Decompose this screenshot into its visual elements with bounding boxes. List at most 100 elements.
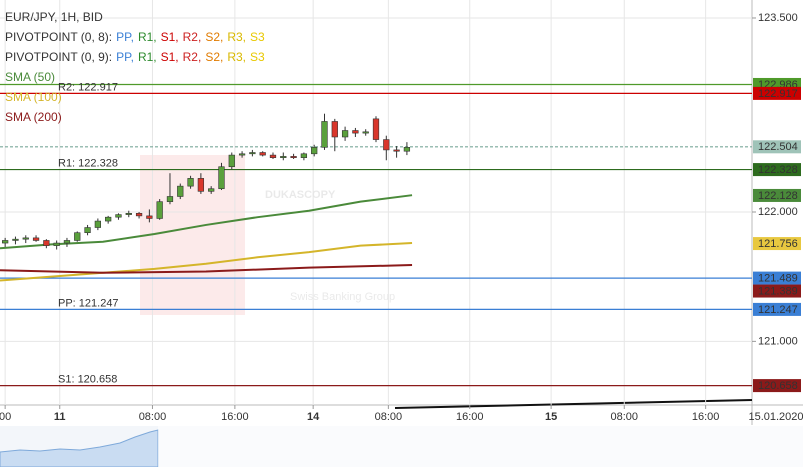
x-tick-label: 16:00 — [692, 411, 720, 423]
price-label: 121.489 — [758, 273, 798, 285]
price-label: 120.658 — [758, 380, 798, 392]
indicator-item: R3, — [227, 50, 247, 64]
candle-body — [228, 154, 235, 168]
candle-body — [238, 153, 246, 156]
candle-body — [341, 130, 349, 138]
indicator-item: S1, — [160, 50, 179, 64]
candle-body — [383, 139, 390, 151]
price-label: 122.504 — [758, 141, 798, 153]
indicator-item: R2, — [182, 50, 202, 64]
y-tick-label: 122.000 — [758, 206, 798, 218]
candle-body — [352, 130, 359, 134]
candle-body — [32, 237, 40, 241]
indicator-name: PIVOTPOINT (0, 8): — [5, 30, 113, 44]
candle-body — [166, 196, 174, 202]
y-tick-label: 121.000 — [758, 335, 798, 347]
price-label: 121.756 — [758, 238, 798, 250]
watermark-subtitle: Swiss Banking Group — [290, 291, 395, 303]
watermark-title: DUKASCOPY — [265, 189, 336, 201]
level-label: S1: 120.658 — [58, 374, 117, 386]
candle-body — [74, 232, 81, 241]
indicator-item: R1, — [137, 50, 157, 64]
legend-title: EUR/JPY, 1H, BID — [5, 10, 103, 24]
candle-body — [2, 240, 9, 244]
legend: EUR/JPY, 1H, BID PIVOTPOINT (0, 8): PP, R1… — [5, 7, 265, 127]
price-label-box — [753, 163, 801, 177]
candle-body — [135, 213, 143, 217]
candle-body — [177, 185, 184, 197]
sma-line — [0, 242, 413, 282]
legend-entry: SMA (200) — [5, 110, 62, 124]
candle-body — [280, 156, 287, 158]
candle-body — [125, 213, 132, 215]
price-label: 122.128 — [758, 190, 798, 202]
indicator-item: S3 — [250, 50, 265, 64]
x-tick-label: 00 — [0, 411, 11, 423]
price-label: 121.247 — [758, 304, 798, 316]
x-tick-label: 14 — [307, 411, 320, 423]
candle-body — [94, 220, 101, 228]
candle-body — [372, 118, 380, 140]
sma-line — [0, 264, 413, 274]
candle-body — [43, 240, 50, 246]
candle-body — [84, 227, 91, 234]
candle-body — [290, 156, 297, 158]
candle-body — [208, 188, 215, 192]
indicator-item: S1, — [160, 30, 179, 44]
x-tick-label: 16:00 — [221, 411, 249, 423]
candle-body — [269, 154, 277, 158]
price-label: 122.328 — [758, 164, 798, 176]
x-tick-label: 08:00 — [375, 411, 403, 423]
indicator-item: PP, — [116, 50, 134, 64]
x-tick-label: 16:00 — [456, 411, 484, 423]
candle-body — [187, 178, 194, 187]
price-label-box — [753, 379, 801, 393]
legend-row: PIVOTPOINT (0, 9): PP, R1, S1, R2, S2, R3, S3 — [5, 47, 265, 67]
navigator-window[interactable] — [158, 426, 803, 467]
price-label-box — [753, 237, 801, 251]
scroll-line — [394, 399, 753, 409]
candle-body — [105, 216, 112, 222]
legend-row: PIVOTPOINT (0, 8): PP, R1, S1, R2, S2, R3, S3 — [5, 27, 265, 47]
level-label: PP: 121.247 — [58, 297, 119, 309]
price-label-box — [753, 302, 801, 316]
candle-body — [156, 201, 163, 219]
indicator-item: S3 — [250, 30, 265, 44]
candle-body — [321, 121, 328, 148]
legend-entry: SMA (100) — [5, 90, 62, 104]
indicator-item: S2, — [205, 50, 224, 64]
legend-entry: SMA (50) — [5, 70, 56, 84]
candle-body — [63, 240, 71, 244]
price-label-box — [753, 284, 801, 298]
price-label: 122.917 — [758, 88, 798, 100]
price-label: 121.389 — [758, 285, 798, 297]
sma-line — [0, 194, 413, 250]
indicator-item: R2, — [182, 30, 202, 44]
candle-body — [362, 131, 369, 134]
candle-body — [300, 153, 308, 158]
price-label-box — [753, 271, 801, 285]
level-label: R2: 122.917 — [58, 81, 118, 93]
candle-body — [403, 147, 411, 152]
candle-body — [12, 238, 19, 241]
x-tick-label: 15 — [545, 411, 557, 423]
indicator-item: R3, — [227, 30, 247, 44]
candle-body — [331, 121, 338, 138]
indicator-item: R1, — [137, 30, 157, 44]
price-label-box — [753, 188, 801, 202]
candle-body — [259, 152, 266, 156]
candle-body — [218, 166, 225, 190]
price-label-box — [753, 140, 801, 154]
candle-body — [115, 214, 122, 218]
indicator-item: PP, — [116, 30, 134, 44]
price-label-box — [753, 86, 801, 100]
candle-body — [53, 242, 60, 246]
x-tick-label: 08:00 — [139, 411, 167, 423]
candle-body — [146, 215, 153, 219]
candle-body — [249, 152, 256, 155]
y-tick-label: 123.500 — [758, 12, 798, 24]
indicator-name: PIVOTPOINT (0, 9): — [5, 50, 113, 64]
indicator-item: S2, — [205, 30, 224, 44]
candle-body — [197, 178, 205, 192]
